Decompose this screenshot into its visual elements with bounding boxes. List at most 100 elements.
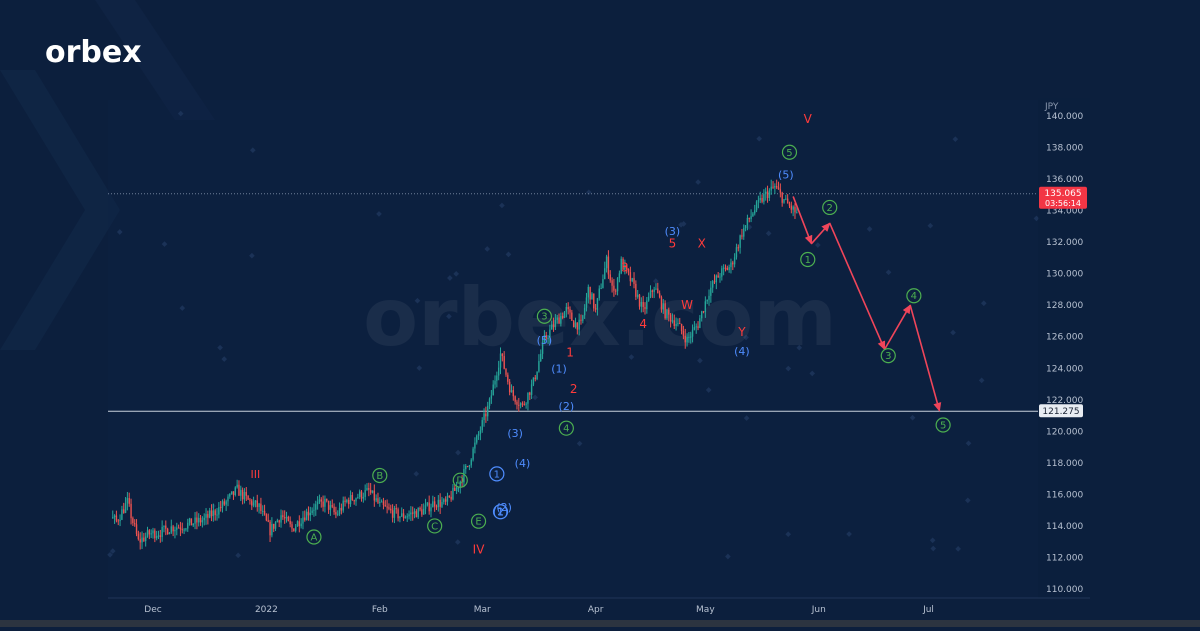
candle-body: [382, 501, 385, 505]
candle-body: [112, 517, 114, 519]
candle-body: [188, 518, 191, 523]
candle-body: [351, 494, 354, 501]
candle-body: [594, 308, 597, 310]
candle-body: [337, 513, 339, 515]
bottom-strip: [0, 620, 1200, 627]
candle-body: [583, 307, 586, 316]
candle-body: [741, 235, 743, 237]
background-dot: [809, 370, 816, 377]
candle-body: [238, 484, 240, 496]
candle-body: [446, 495, 449, 502]
candle-countdown: 03:56:14: [1045, 199, 1081, 208]
candle-body: [470, 459, 472, 466]
background-dot: [652, 278, 659, 284]
candle-body: [176, 527, 178, 530]
candle-body: [245, 492, 247, 496]
wave-label: 4: [639, 317, 647, 331]
wave-label: (4): [515, 457, 531, 470]
candle-body: [395, 508, 397, 510]
wave-label-circle: [492, 504, 509, 520]
candle-body: [342, 500, 344, 511]
candle-body: [207, 514, 209, 518]
background-dot: [414, 297, 421, 304]
candle-body: [393, 508, 396, 518]
forecast-arrow: [810, 222, 831, 245]
price-axis[interactable]: JPY: [1038, 98, 1090, 598]
candle-body: [684, 335, 686, 343]
candle-body: [658, 293, 661, 298]
candle-body: [128, 498, 130, 504]
candle-body: [695, 326, 697, 328]
candle-body: [386, 506, 388, 508]
candle-body: [269, 521, 271, 536]
candle-body: [430, 507, 432, 512]
background-dot: [927, 222, 934, 229]
candle-body: [183, 529, 185, 531]
candle-body: [719, 276, 721, 278]
candle-body: [492, 384, 494, 396]
candle-body: [543, 335, 546, 343]
candle-body: [763, 193, 765, 202]
candle-body: [629, 272, 632, 282]
candle-body: [496, 375, 498, 381]
candle-body: [754, 210, 756, 214]
current-price-badge: [1039, 186, 1087, 209]
wave-label-circle: [452, 472, 468, 488]
candle-body: [413, 511, 416, 514]
wave-label-circle: [470, 513, 487, 529]
candle-body: [545, 335, 547, 339]
background-dot: [909, 414, 916, 421]
background-dot: [955, 546, 961, 552]
candle-body: [794, 206, 796, 213]
candle-body: [196, 517, 198, 523]
background-dot: [446, 313, 452, 320]
candle-body: [578, 319, 580, 330]
candle-body: [441, 502, 443, 507]
background-dot: [179, 305, 186, 311]
candle-body: [633, 278, 635, 284]
candle-body: [300, 523, 302, 527]
wave-label: 3: [621, 260, 629, 274]
candle-body: [647, 296, 650, 301]
candle-body: [607, 256, 610, 275]
candle-body: [428, 502, 430, 512]
candle-body: [549, 329, 551, 338]
time-axis[interactable]: [0, 597, 1200, 627]
candle-body: [154, 530, 156, 539]
wave-label-circle: [372, 467, 388, 484]
candle-body: [331, 505, 333, 507]
candle-body: [348, 499, 350, 505]
candle-body: [115, 515, 118, 521]
candle-body: [187, 522, 189, 529]
background-dot: [746, 224, 753, 230]
candle-body: [283, 517, 286, 519]
wave-label: (5): [537, 334, 553, 347]
background-dot: [705, 387, 712, 393]
wave-label-circle: [800, 251, 816, 268]
candle-body: [375, 498, 377, 501]
wave-label: E: [475, 517, 481, 528]
x-tick-label: Feb: [372, 605, 388, 615]
candle-body: [499, 353, 502, 368]
background-dot: [628, 354, 635, 360]
candle-body: [192, 523, 194, 526]
candle-body: [530, 384, 533, 395]
candle-body: [113, 515, 116, 518]
candle-body: [273, 523, 275, 529]
background-dot: [447, 275, 453, 281]
candle-body: [293, 528, 295, 532]
candle-body: [179, 527, 182, 530]
candle-body: [772, 186, 774, 188]
wave-label: 5: [669, 237, 677, 251]
candle-body: [668, 309, 670, 315]
candle-body: [443, 499, 445, 503]
background-dot: [743, 415, 750, 421]
candle-body: [521, 403, 524, 405]
candle-body: [141, 537, 143, 543]
candle-body: [163, 525, 165, 527]
background-dot: [866, 226, 873, 232]
wave-label-circle: [558, 420, 574, 436]
candle-body: [534, 377, 536, 380]
background-dot: [499, 202, 505, 209]
candle-body: [558, 317, 560, 324]
